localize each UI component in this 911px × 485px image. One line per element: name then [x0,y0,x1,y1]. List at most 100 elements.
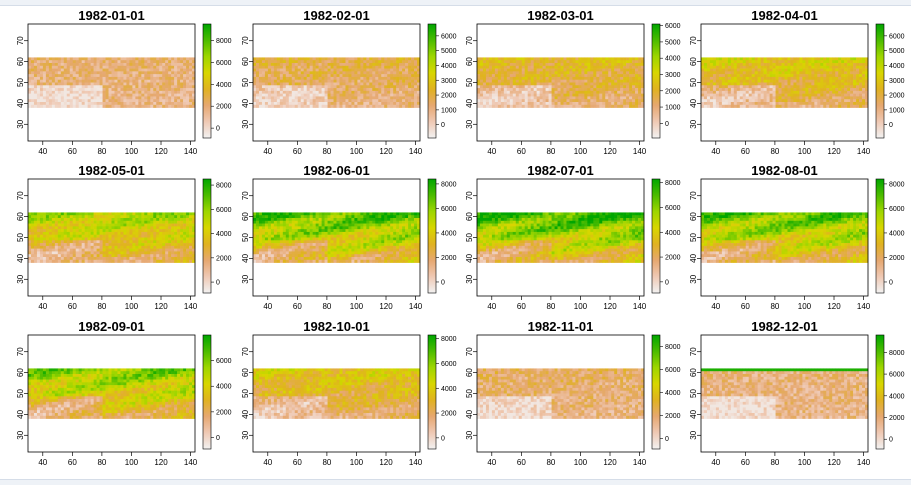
raster-cell [767,88,770,91]
raster-cell [561,60,564,63]
raster-cell [129,66,132,69]
raster-cell [719,80,722,83]
raster-cell [70,74,73,77]
raster-cell [183,85,186,88]
raster-cell [159,66,162,69]
raster-cell [28,91,31,94]
raster-cell [862,105,865,108]
raster-cell [489,60,492,63]
raster-cell [354,99,357,102]
raster-cell [575,96,578,99]
raster-cell [378,60,381,63]
raster-cell [593,99,596,102]
raster-cell [351,85,354,88]
raster-cell [342,60,345,63]
raster-cell [348,99,351,102]
raster-cell [522,94,525,97]
raster-cell [599,91,602,94]
raster-cell [752,94,755,97]
raster-cell [752,60,755,63]
x-tick-label: 140 [184,147,198,156]
raster-cell [543,83,546,86]
raster-cell [46,80,49,83]
raster-cell [109,215,112,218]
raster-cell [360,102,363,105]
raster-cell [348,85,351,88]
raster-cell [325,63,328,66]
raster-cell [85,102,88,105]
raster-cell [156,243,159,246]
raster-cell [88,74,91,77]
raster-cell [88,243,91,246]
raster-cell [770,88,773,91]
raster-cell [605,105,608,108]
raster-cell [495,60,498,63]
raster-cell [602,88,605,91]
raster-cell [393,57,396,60]
raster-cell [295,77,298,80]
raster-cell [120,94,123,97]
raster-cell [850,57,853,60]
raster-cell [28,249,31,252]
raster-cell [298,83,301,86]
raster-cell [123,74,126,77]
raster-cell [555,96,558,99]
raster-cell [88,60,91,63]
raster-cell [28,215,31,218]
raster-cell [719,74,722,77]
raster-cell [348,74,351,77]
raster-cell [408,74,411,77]
raster-cell [64,240,67,243]
raster-cell [722,77,725,80]
raster-cell [728,71,731,74]
raster-cell [259,105,262,108]
raster-cell [722,85,725,88]
raster-cell [70,249,73,252]
raster-cell [369,99,372,102]
raster-cell [76,60,79,63]
raster-cell [310,102,313,105]
raster-cell [123,83,126,86]
raster-cell [360,88,363,91]
raster-cell [543,91,546,94]
raster-cell [52,221,55,224]
raster-cell [540,85,543,88]
raster-cell [345,83,348,86]
raster-cell [540,74,543,77]
raster-cell [337,88,340,91]
raster-cell [596,85,599,88]
raster-cell [100,218,103,221]
raster-cell [186,105,189,108]
raster-cell [28,240,31,243]
raster-cell [366,69,369,72]
raster-cell [722,105,725,108]
raster-cell [596,71,599,74]
raster-cell [103,215,106,218]
raster-cell [572,85,575,88]
raster-cell [779,83,782,86]
raster-cell [144,96,147,99]
raster-cell [348,63,351,66]
raster-cell [540,94,543,97]
raster-cell [43,224,46,227]
raster-cell [569,74,572,77]
raster-cell [629,94,632,97]
raster-cell [817,91,820,94]
raster-cell [265,83,268,86]
raster-cell [150,99,153,102]
raster-cell [796,102,799,105]
raster-cell [704,105,707,108]
raster-cell [593,96,596,99]
raster-cell [850,80,853,83]
raster-cell [189,105,192,108]
raster-cell [135,218,138,221]
raster-cell [55,83,58,86]
raster-cell [186,85,189,88]
raster-cell [100,66,103,69]
raster-cell [519,88,522,91]
raster-cell [259,96,262,99]
raster-cell [584,99,587,102]
raster-cell [629,85,632,88]
raster-cell [114,85,117,88]
raster-cell [79,235,82,238]
